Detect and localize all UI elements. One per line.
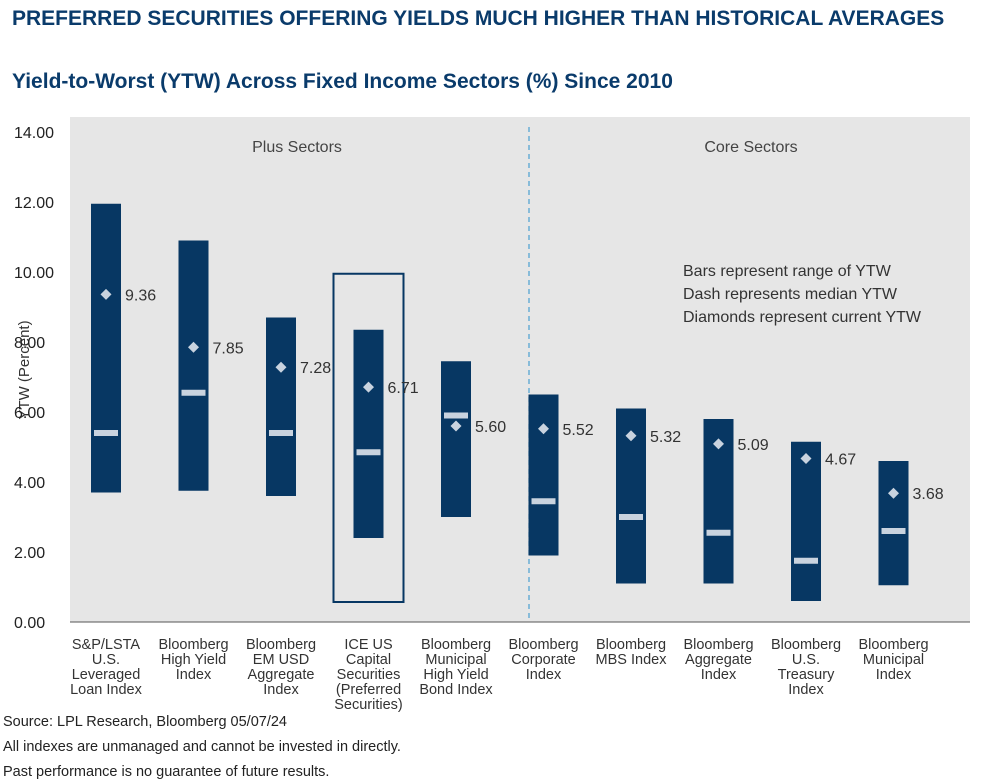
current-diamond (450, 420, 462, 432)
current-value-label: 9.36 (125, 287, 156, 304)
footer-note-unmanaged: All indexes are unmanaged and cannot be … (3, 739, 401, 755)
current-value-label: 7.85 (213, 340, 244, 357)
category-label: Bloomberg High Yield Index (158, 637, 228, 683)
range-bar (178, 240, 209, 491)
footer-note-performance: Past performance is no guarantee of futu… (3, 764, 330, 780)
legend-note-median: Dash represents median YTW (683, 286, 898, 303)
current-diamond (713, 438, 724, 450)
y-tick-label: 4.00 (14, 475, 45, 492)
category-label: Bloomberg EM USD Aggregate Index (246, 637, 316, 698)
category-label: S&P/LSTA U.S. Leveraged Loan Index (70, 637, 143, 698)
current-diamond (363, 381, 374, 393)
current-value-label: 6.71 (388, 380, 419, 397)
category-label: Bloomberg MBS Index (596, 637, 668, 668)
current-value-label: 4.67 (825, 452, 856, 469)
range-bar (91, 203, 121, 493)
section-label-core: Core Sectors (704, 139, 797, 156)
median-dash (356, 449, 381, 456)
median-dash (794, 557, 818, 564)
section-label-plus: Plus Sectors (252, 139, 342, 156)
median-dash (706, 529, 731, 536)
range-bar (353, 329, 384, 538)
current-value-label: 5.09 (738, 437, 769, 454)
current-value-label: 5.32 (650, 429, 681, 446)
y-tick-label: 14.00 (14, 125, 54, 142)
category-label: ICE US Capital Securities (Preferred Securit… (334, 637, 403, 713)
legend-note-current: Diamonds represent current YTW (683, 309, 922, 326)
median-dash (94, 430, 118, 436)
category-label: Bloomberg Corporate Index (508, 637, 578, 683)
current-value-label: 5.52 (563, 422, 594, 439)
category-label: Bloomberg Aggregate Index (683, 637, 753, 683)
y-tick-label: 12.00 (14, 195, 54, 212)
current-diamond (888, 487, 899, 499)
current-value-label: 3.68 (913, 486, 944, 503)
current-diamond (100, 288, 112, 300)
range-bar (266, 317, 296, 496)
median-dash (444, 412, 468, 419)
median-dash (531, 498, 556, 505)
current-value-label: 7.28 (300, 360, 331, 377)
category-label: Bloomberg Municipal Index (858, 637, 928, 683)
range-bar (878, 461, 909, 586)
category-label: Bloomberg U.S. Treasury Index (771, 637, 841, 698)
y-tick-label: 0.00 (14, 615, 45, 632)
current-diamond (625, 430, 637, 442)
y-tick-label: 6.00 (14, 405, 45, 422)
y-axis-label: YTW (Percent) (16, 320, 33, 419)
chart-subtitle: Yield-to-Worst (YTW) Across Fixed Income… (12, 70, 673, 93)
y-tick-label: 8.00 (14, 335, 45, 352)
chart-title: PREFERRED SECURITIES OFFERING YIELDS MUC… (12, 7, 945, 30)
median-dash (181, 389, 206, 396)
range-bar (528, 394, 559, 556)
y-tick-label: 2.00 (14, 545, 45, 562)
median-dash (619, 514, 643, 520)
footer-source: Source: LPL Research, Bloomberg 05/07/24 (3, 714, 287, 730)
current-diamond (800, 453, 812, 465)
category-label: Bloomberg Municipal High Yield Bond Index (419, 637, 493, 698)
range-bar (791, 441, 821, 601)
current-value-label: 5.60 (475, 419, 506, 436)
yield-range-chart: Plus Sectors Core Sectors Bars represent… (14, 117, 970, 713)
median-dash (269, 430, 293, 436)
legend-note-range: Bars represent range of YTW (683, 263, 892, 280)
current-diamond (538, 423, 549, 435)
current-diamond (275, 361, 287, 373)
median-dash (881, 528, 906, 534)
range-bar (441, 361, 471, 517)
y-tick-label: 10.00 (14, 265, 54, 282)
current-diamond (188, 341, 199, 353)
highlight-box (332, 272, 405, 603)
